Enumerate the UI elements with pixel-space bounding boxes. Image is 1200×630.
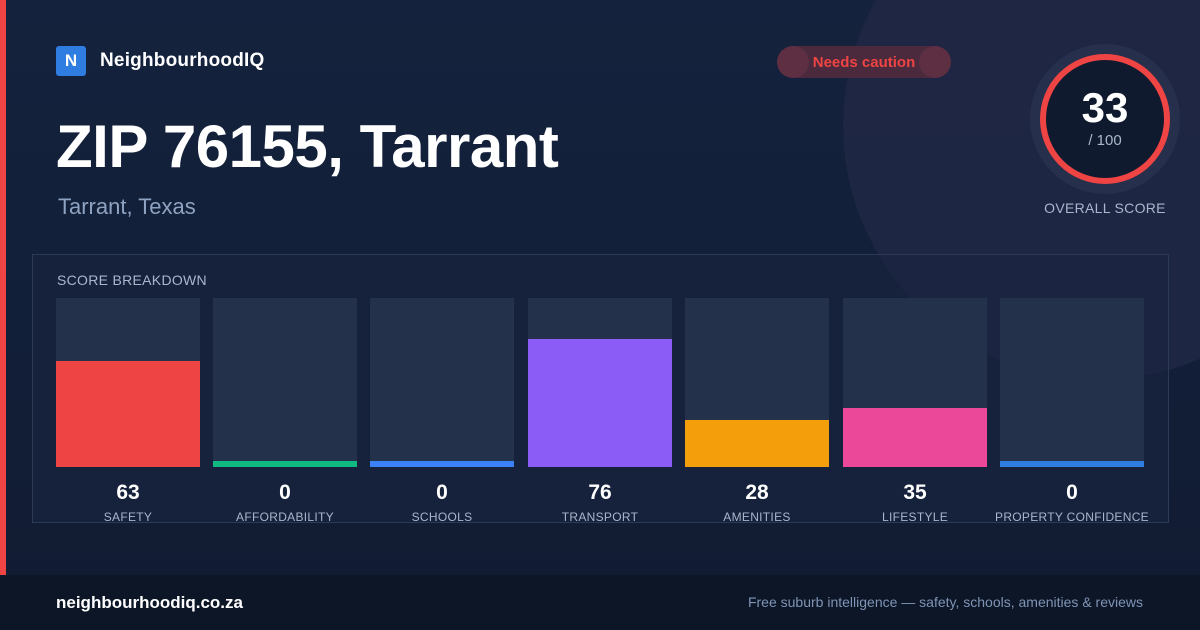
bar-transport: 76 TRANSPORT	[528, 298, 672, 524]
bar-schools: 0 SCHOOLS	[370, 298, 514, 524]
bar-fill-lifestyle	[843, 408, 987, 467]
bar-label-property-confidence: PROPERTY CONFIDENCE	[995, 510, 1149, 524]
bar-value-lifestyle: 35	[903, 481, 927, 504]
footer: neighbourhoodiq.co.za Free suburb intell…	[0, 575, 1200, 630]
bar-safety: 63 SAFETY	[56, 298, 200, 524]
footer-domain-link[interactable]: neighbourhoodiq.co.za	[56, 593, 243, 612]
bar-track	[528, 298, 672, 467]
bar-label-amenities: AMENITIES	[723, 510, 791, 524]
bar-track	[843, 298, 987, 467]
bar-affordability: 0 AFFORDABILITY	[213, 298, 357, 524]
bar-value-safety: 63	[116, 481, 140, 504]
bar-track	[685, 298, 829, 467]
bar-track	[370, 298, 514, 467]
page-subtitle: Tarrant, Texas	[58, 194, 196, 219]
bar-fill-affordability	[213, 461, 357, 467]
bar-fill-property-confidence	[1000, 461, 1144, 467]
score-breakdown: SCORE BREAKDOWN 63 SAFETY 0 AFFORDABILIT…	[32, 254, 1169, 524]
status-badge: Needs caution	[777, 46, 951, 78]
bar-value-affordability: 0	[279, 481, 291, 504]
bar-value-schools: 0	[436, 481, 448, 504]
bar-fill-amenities	[685, 420, 829, 467]
bar-lifestyle: 35 LIFESTYLE	[843, 298, 987, 524]
bar-fill-safety	[56, 361, 200, 467]
overall-score-max: / 100	[1088, 132, 1122, 149]
score-ring-arc	[1040, 54, 1170, 184]
bar-value-amenities: 28	[745, 481, 769, 504]
page-title: ZIP 76155, Tarrant	[56, 113, 559, 180]
bar-fill-schools	[370, 461, 514, 467]
bar-property-confidence: 0 PROPERTY CONFIDENCE	[995, 298, 1149, 524]
bar-fill-transport	[528, 339, 672, 467]
footer-tagline: Free suburb intelligence — safety, schoo…	[747, 594, 1143, 610]
bar-amenities: 28 AMENITIES	[685, 298, 829, 524]
bar-value-transport: 76	[588, 481, 612, 504]
overall-score-ring	[1030, 44, 1180, 194]
brand-logo-icon: N	[56, 46, 86, 76]
bar-label-lifestyle: LIFESTYLE	[881, 510, 949, 524]
bar-track	[56, 298, 200, 467]
overall-score-value: 33	[1081, 84, 1129, 131]
status-badge-cap-left	[777, 46, 809, 78]
overall-score-label: OVERALL SCORE	[1044, 200, 1166, 216]
score-ring-inner	[1043, 57, 1167, 181]
bar-track	[1000, 298, 1144, 467]
brand-name: NeighbourhoodIQ	[100, 50, 265, 71]
bar-label-affordability: AFFORDABILITY	[236, 510, 334, 524]
bar-label-transport: TRANSPORT	[561, 510, 639, 524]
accent-bar	[0, 0, 6, 575]
bar-label-schools: SCHOOLS	[411, 510, 473, 524]
status-badge-cap-right	[919, 46, 951, 78]
bar-value-property-confidence: 0	[1066, 481, 1078, 504]
status-badge-label: Needs caution	[812, 53, 916, 71]
bar-label-safety: SAFETY	[103, 510, 153, 524]
score-breakdown-title: SCORE BREAKDOWN	[57, 272, 207, 288]
bar-track	[213, 298, 357, 467]
brand[interactable]: N NeighbourhoodIQ	[56, 46, 264, 76]
